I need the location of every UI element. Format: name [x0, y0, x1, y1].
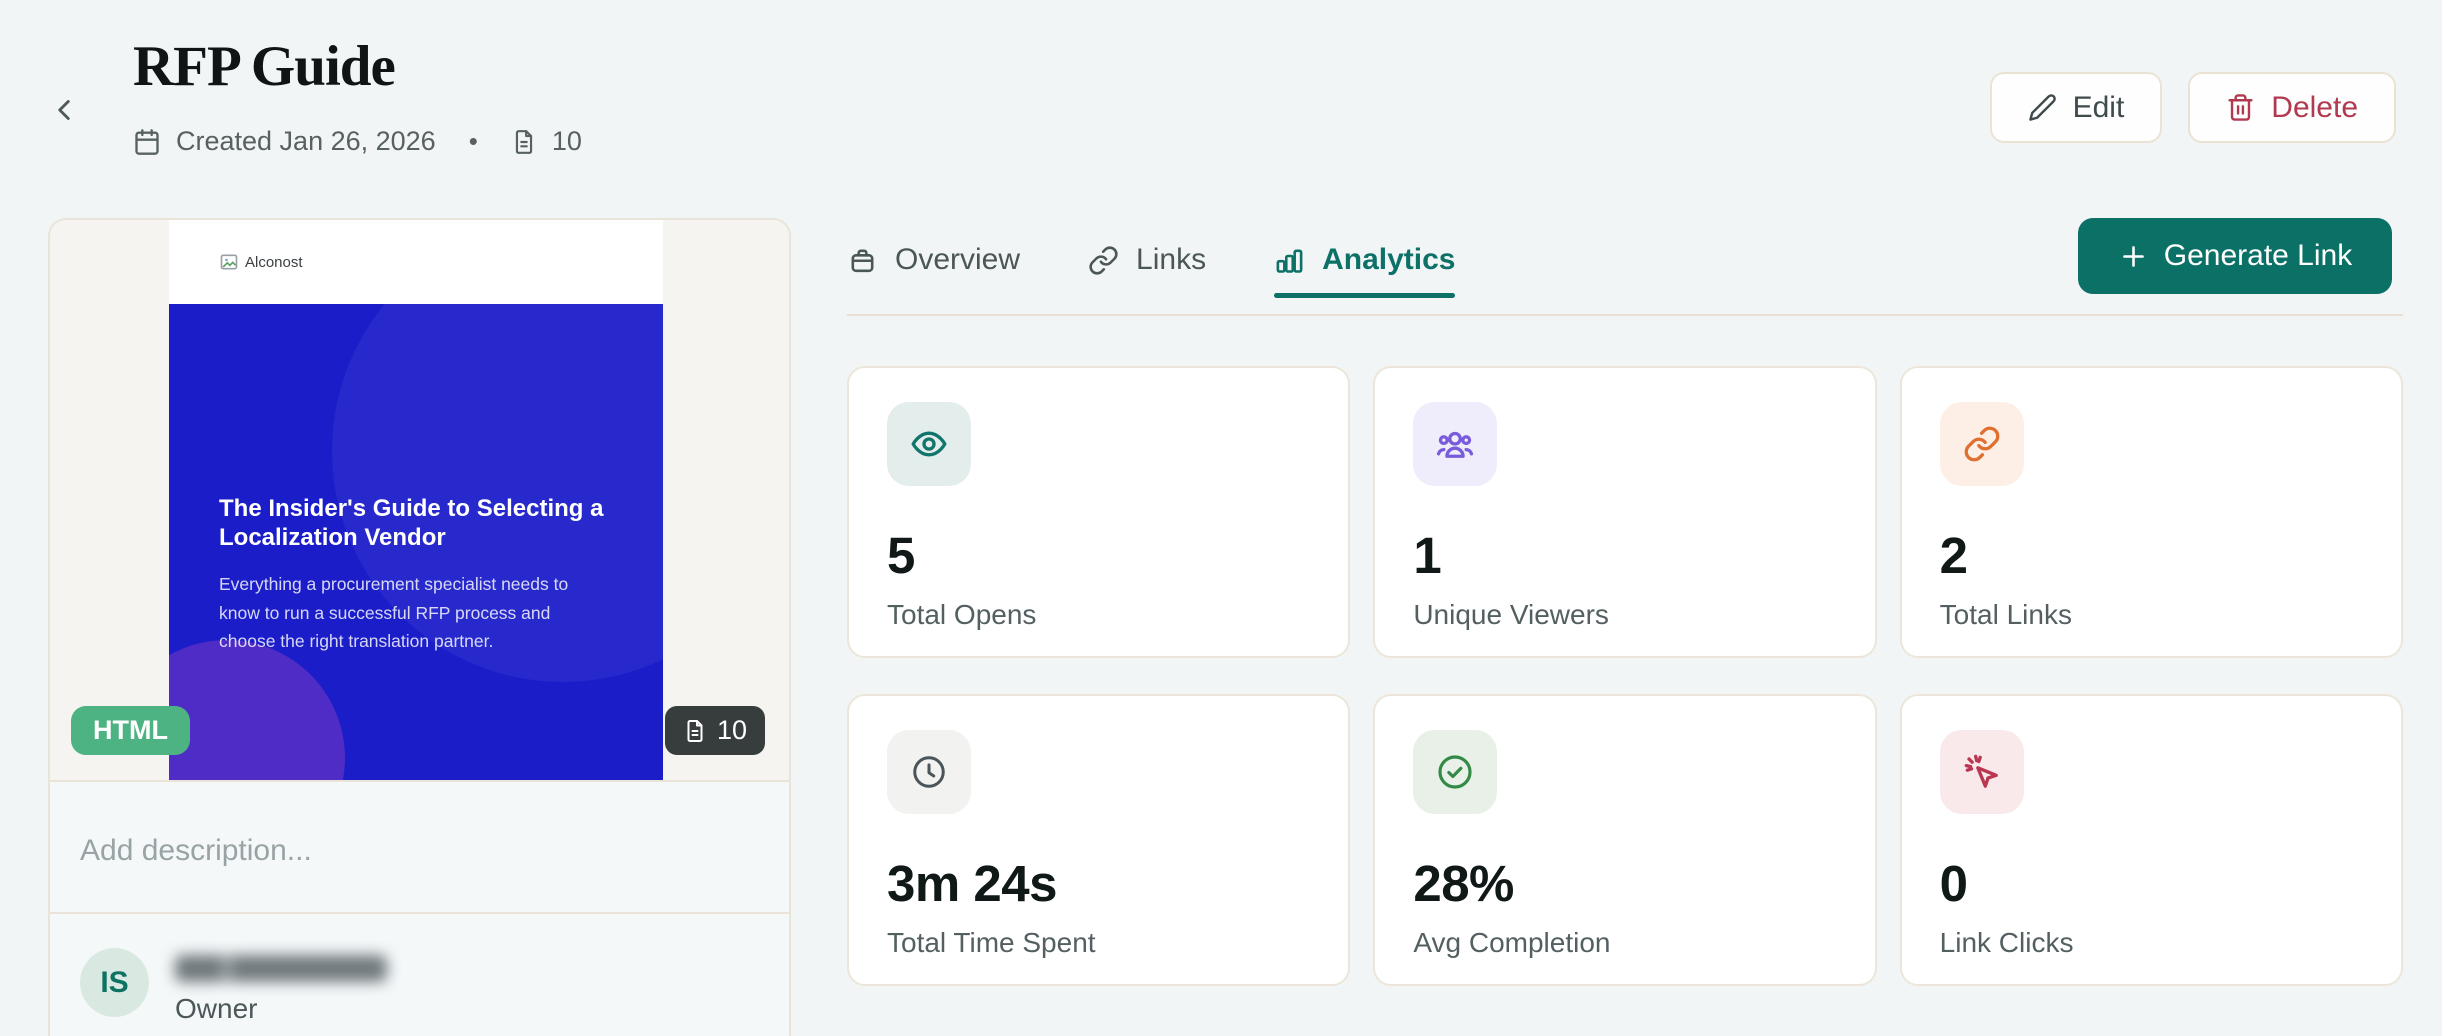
plus-icon — [2118, 241, 2149, 272]
stat-label: Total Opens — [887, 599, 1037, 630]
stat-icon-tile — [887, 402, 971, 486]
stat-value: 5 — [887, 527, 915, 584]
header-actions: Edit Delete — [1989, 72, 2396, 143]
tab-analytics-label: Analytics — [1322, 243, 1456, 276]
cover-subtitle-line: know to run a successful RFP process and — [219, 602, 551, 623]
stat-card-total-time-spent: 3m 24s Total Time Spent — [847, 694, 1351, 986]
cover-subtitle: Everything a procurement specialist need… — [219, 570, 568, 656]
link-icon — [1963, 425, 2001, 463]
stat-label: Total Time Spent — [887, 927, 1096, 958]
stat-label: Avg Completion — [1413, 927, 1611, 958]
stat-card-link-clicks: 0 Link Clicks — [1899, 694, 2403, 986]
link-icon — [1088, 245, 1119, 276]
delete-label: Delete — [2271, 90, 2358, 124]
stat-icon-tile — [1939, 402, 2024, 486]
back-button[interactable] — [40, 86, 88, 134]
stat-value: 28% — [1413, 855, 1514, 912]
owner-avatar: IS — [80, 948, 149, 1017]
cover-decor-circle-purple — [169, 640, 345, 780]
owner-row: IS Owner — [50, 912, 789, 1036]
broken-image-icon — [219, 252, 239, 272]
document-logo-text: Alconost — [245, 253, 303, 271]
delete-button[interactable]: Delete — [2188, 72, 2396, 143]
stat-card-avg-completion: 28% Avg Completion — [1373, 694, 1877, 986]
tabs-divider — [847, 314, 2403, 316]
bar-chart-icon — [1274, 245, 1305, 276]
stat-label: Link Clicks — [1939, 927, 2074, 958]
description-field[interactable]: Add description... — [50, 780, 789, 912]
stat-value: 1 — [1413, 527, 1442, 584]
cover-artwork: The Insider's Guide to Selecting a Local… — [169, 304, 663, 780]
tab-links-label: Links — [1136, 243, 1207, 276]
tab-links[interactable]: Links — [1088, 222, 1206, 298]
calendar-icon — [133, 128, 161, 156]
tab-analytics[interactable]: Analytics — [1274, 222, 1456, 298]
page-count-badge: 10 — [664, 706, 765, 755]
document-thumbnail[interactable]: Alconost The Insider's Guide to Selectin… — [50, 220, 789, 780]
stat-value: 0 — [1939, 855, 1968, 912]
circle-check-icon — [1435, 752, 1475, 792]
generate-link-label: Generate Link — [2163, 239, 2353, 272]
eye-icon — [909, 424, 949, 464]
document-preview-card: Alconost The Insider's Guide to Selectin… — [48, 218, 791, 1036]
stat-card-unique-viewers: 1 Unique Viewers — [1373, 366, 1877, 658]
trash-icon — [2226, 93, 2255, 122]
archive-box-icon — [847, 245, 878, 276]
cover-subtitle-line: Everything a procurement specialist need… — [219, 574, 569, 594]
cover-title: The Insider's Guide to Selecting a Local… — [219, 495, 604, 551]
tab-overview[interactable]: Overview — [847, 222, 1020, 298]
owner-info: Owner — [175, 948, 387, 1025]
file-icon — [683, 719, 707, 743]
created-date: Created Jan 26, 2026 — [176, 126, 436, 156]
stat-value: 3m 24s — [887, 855, 1057, 912]
tab-bar: Overview Links Analytics — [847, 222, 1456, 298]
cover-header-band: Alconost — [169, 220, 663, 304]
format-badge: HTML — [71, 706, 190, 755]
stat-icon-tile — [1939, 730, 2024, 814]
pencil-icon — [2028, 93, 2057, 122]
page-count-badge-value: 10 — [716, 715, 747, 745]
tab-overview-label: Overview — [895, 243, 1021, 276]
stat-label: Total Links — [1939, 599, 2072, 630]
document-meta: Created Jan 26, 2026 • 10 — [133, 126, 582, 157]
stat-icon-tile — [887, 730, 971, 814]
file-icon — [511, 129, 537, 155]
page-title: RFP Guide — [133, 35, 396, 98]
stat-label: Unique Viewers — [1413, 599, 1609, 630]
chevron-left-icon — [47, 93, 81, 127]
generate-link-button[interactable]: Generate Link — [2078, 218, 2392, 294]
owner-role-label: Owner — [175, 993, 258, 1024]
stat-card-total-links: 2 Total Links — [1899, 366, 2403, 658]
pointer-click-icon — [1962, 752, 2002, 792]
stat-value: 2 — [1939, 527, 1968, 584]
description-placeholder: Add description... — [80, 834, 312, 867]
owner-name-blurred — [175, 955, 387, 982]
stat-card-total-opens: 5 Total Opens — [847, 366, 1351, 658]
cover-subtitle-line: choose the right translation partner. — [219, 631, 494, 651]
page-count: 10 — [551, 126, 582, 156]
clock-icon — [910, 753, 948, 791]
analytics-stats-grid: 5 Total Opens 1 Unique Viewers 2 Total L… — [847, 366, 2403, 986]
users-icon — [1434, 423, 1476, 465]
edit-button[interactable]: Edit — [1989, 72, 2163, 143]
stat-icon-tile — [1413, 402, 1498, 486]
document-cover-page: Alconost The Insider's Guide to Selectin… — [169, 220, 663, 780]
edit-label: Edit — [2072, 90, 2125, 124]
dot-separator: • — [468, 126, 478, 156]
stat-icon-tile — [1413, 730, 1498, 814]
